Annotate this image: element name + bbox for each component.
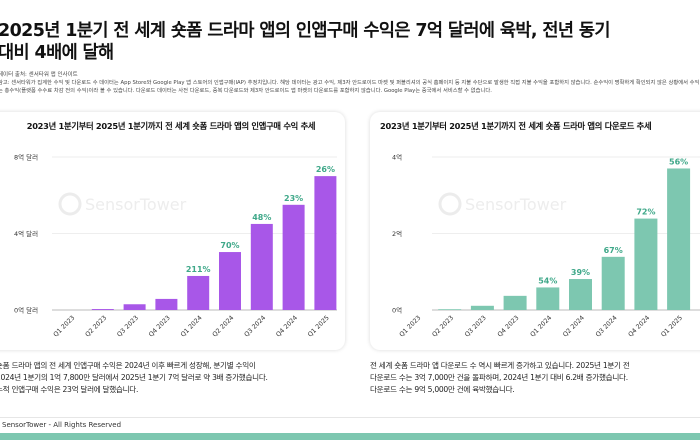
watermark-text: SensorTower — [85, 195, 187, 214]
growth-label: 211% — [186, 265, 211, 274]
revenue-chart-title: 2023년 1분기부터 2025년 1분기까지 전 세계 숏폼 드라마 앱의 인… — [26, 121, 316, 131]
downloads-chart-card: 2023년 1분기부터 2025년 1분기까지 전 세계 숏폼 드라마 앱의 다… — [370, 112, 700, 350]
downloads-chart-title: 2023년 1분기부터 2025년 1분기까지 전 세계 숏폼 드라마 앱의 다… — [380, 121, 652, 131]
bar — [470, 305, 494, 310]
x-tick-label: Q3 2024 — [595, 314, 619, 338]
x-tick-label: Q2 2023 — [431, 314, 455, 338]
x-tick-label: Q3 2023 — [464, 314, 488, 338]
x-tick-label: Q1 2024 — [180, 314, 204, 338]
page-title: 2025년 1분기 전 세계 숏폼 드라마 앱의 인앱구매 수익은 7억 달러에… — [0, 21, 611, 63]
growth-label: 23% — [284, 194, 303, 203]
bar — [91, 309, 114, 310]
growth-label: 39% — [571, 268, 590, 277]
y-tick-label: 8억 달러 — [14, 153, 38, 162]
bar — [250, 223, 273, 310]
data-source: 데이터 출처: 센서타워 앱 인사이트 — [0, 72, 78, 78]
bar — [569, 279, 592, 310]
bar — [123, 304, 146, 310]
revenue-description: 숏폼 드라마 앱의 전 세계 인앱구매 수익은 2024년 이후 빠르게 성장해… — [0, 361, 268, 394]
x-tick-label: Q4 2023 — [148, 314, 172, 338]
data-note: 참고: 센서타워가 집계한 수익 및 다운로드 수 데이터는 App Store… — [0, 80, 700, 94]
bottom-accent-bar — [0, 433, 700, 440]
x-tick-label: Q1 2023 — [398, 314, 422, 338]
x-tick-label: Q1 2023 — [52, 314, 76, 338]
y-tick-label: 4억 달러 — [14, 229, 38, 238]
bar — [438, 309, 462, 310]
downloads-chart: SensorTower 0억 2억 4억 Q1 2023 Q2 2023 Q3 2023 Q4… — [392, 154, 700, 339]
growth-label: 26% — [316, 165, 335, 174]
x-tick-label: Q1 2025 — [660, 314, 684, 338]
x-tick-label: Q2 2023 — [84, 314, 108, 338]
bar — [601, 256, 625, 310]
x-tick-label: Q4 2024 — [275, 314, 299, 338]
footer-copyright: SensorTower - All Rights Reserved — [2, 421, 122, 429]
downloads-description: 전 세계 숏폼 드라마 앱 다운로드 수 역시 빠르게 증가하고 있습니다. 2… — [370, 361, 630, 394]
watermark-logo-icon — [58, 192, 82, 216]
bar — [282, 204, 305, 310]
growth-label: 70% — [220, 241, 239, 250]
x-tick-label: Q1 2025 — [307, 314, 331, 338]
watermark-text: SensorTower — [465, 195, 567, 214]
bar — [155, 298, 178, 310]
x-tick-label: Q4 2023 — [496, 314, 520, 338]
bar — [536, 287, 560, 310]
x-tick-label: Q2 2024 — [211, 314, 235, 338]
growth-label: 67% — [604, 246, 623, 255]
x-tick-label: Q1 2024 — [529, 314, 553, 338]
y-tick-label: 0억 달러 — [14, 306, 38, 315]
watermark-logo-icon — [438, 192, 462, 216]
bar — [667, 168, 691, 310]
growth-label: 54% — [538, 276, 557, 285]
bar — [187, 275, 210, 310]
y-tick-label: 2억 — [392, 230, 402, 238]
bar — [503, 295, 527, 310]
growth-label: 48% — [252, 213, 271, 222]
x-tick-label: Q4 2024 — [627, 314, 651, 338]
bar — [314, 176, 337, 310]
growth-label: 72% — [636, 208, 655, 217]
x-tick-label: Q3 2023 — [116, 314, 140, 338]
y-tick-label: 4억 — [392, 154, 402, 162]
revenue-chart: SensorTower 0억 달러 4억 달러 8억 달러 Q1 2023 Q2 2023… — [14, 153, 337, 339]
bar — [219, 252, 241, 310]
y-tick-label: 0억 — [392, 307, 402, 315]
growth-label: 56% — [669, 157, 688, 166]
revenue-chart-card: 2023년 1분기부터 2025년 1분기까지 전 세계 숏폼 드라마 앱의 인… — [0, 112, 345, 350]
x-tick-label: Q3 2024 — [243, 314, 267, 338]
bar — [634, 218, 658, 310]
footer-divider — [0, 417, 700, 418]
x-tick-label: Q2 2024 — [562, 314, 586, 338]
